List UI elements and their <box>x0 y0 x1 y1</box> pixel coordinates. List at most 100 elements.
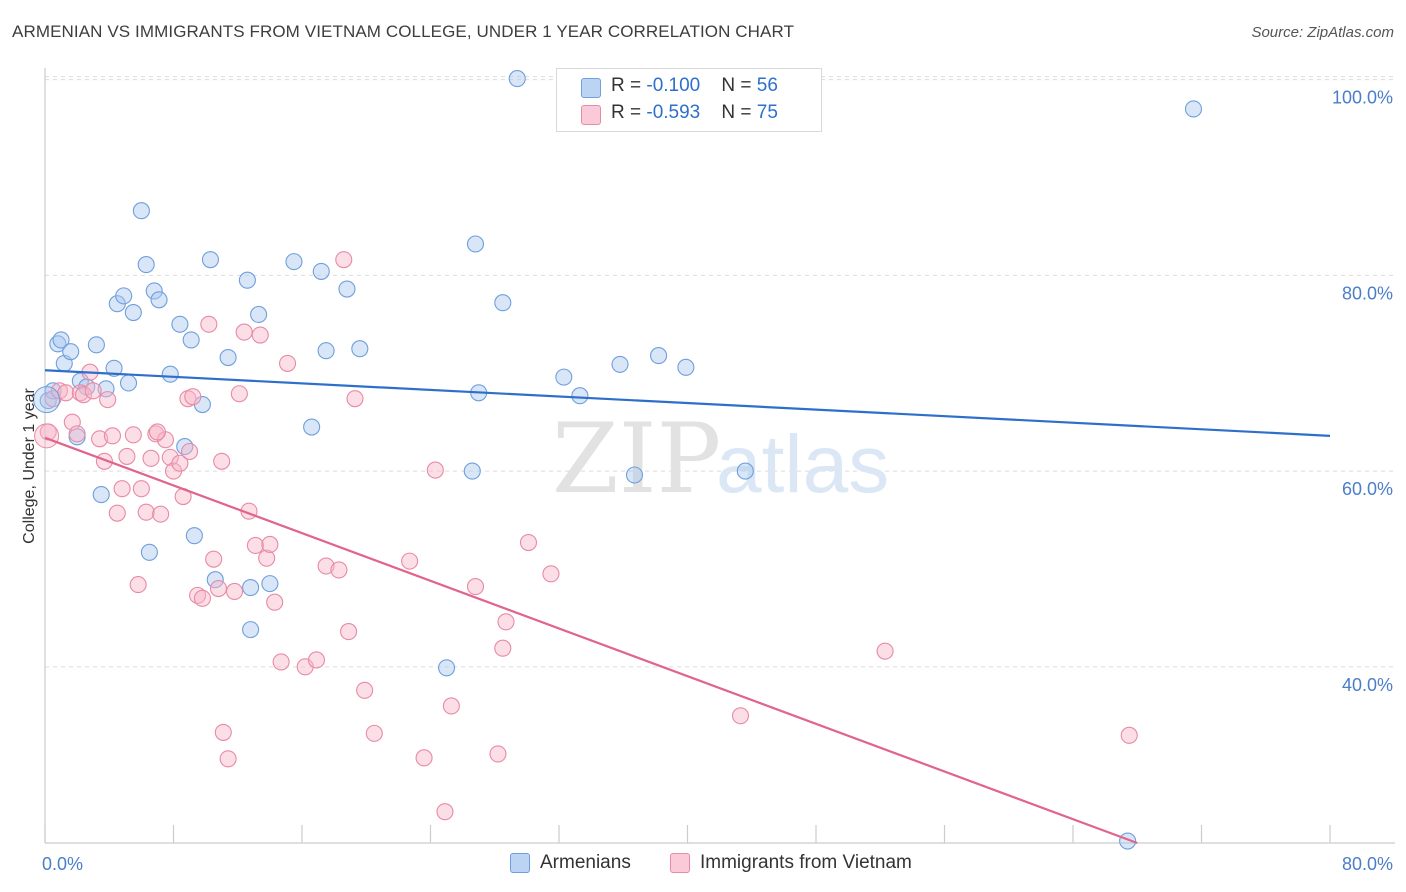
data-point <box>113 480 131 498</box>
gridlines <box>45 76 1395 668</box>
data-point <box>317 342 335 360</box>
data-point <box>338 280 356 298</box>
data-point <box>119 374 138 392</box>
data-point <box>235 323 253 341</box>
data-point <box>258 549 276 567</box>
data-point <box>161 365 179 383</box>
data-point <box>285 253 303 271</box>
data-point <box>213 452 231 470</box>
data-point <box>250 305 268 324</box>
data-point <box>426 461 444 479</box>
data-point <box>346 390 364 408</box>
data-point <box>181 442 199 461</box>
data-point <box>152 505 170 523</box>
data-point <box>193 589 211 607</box>
data-point <box>115 287 133 305</box>
data-point <box>75 386 93 404</box>
data-point <box>272 653 290 671</box>
data-point <box>200 315 218 333</box>
data-point <box>142 449 160 467</box>
watermark: ZIP atlas <box>552 403 889 515</box>
data-point <box>219 750 237 768</box>
data-point <box>303 418 321 436</box>
data-points <box>33 70 1203 850</box>
bottom-swatch-armenians <box>510 853 530 873</box>
data-point <box>731 707 750 725</box>
data-point <box>209 579 228 598</box>
data-point <box>124 426 142 444</box>
data-point <box>118 447 136 465</box>
data-point <box>519 533 538 552</box>
data-point <box>242 578 260 597</box>
data-point <box>736 462 754 480</box>
data-point <box>62 343 80 361</box>
legend-n-label: N = <box>721 75 757 96</box>
data-point <box>401 552 419 570</box>
data-point <box>145 282 163 300</box>
series-1 <box>39 251 1138 821</box>
data-point <box>87 336 105 354</box>
data-point <box>463 462 481 480</box>
data-point <box>246 536 264 555</box>
tick-labels: 40.0% 60.0% 80.0% 100.0% 0.0% 80.0% <box>42 88 1393 874</box>
data-point <box>184 388 202 406</box>
legend-swatch-armenians <box>581 78 601 98</box>
legend-r-value: -0.100 <box>646 75 701 96</box>
x-tick-label: 0.0% <box>42 854 83 874</box>
data-point <box>140 543 158 561</box>
data-point <box>176 438 194 456</box>
data-point <box>214 723 232 741</box>
legend-n-value: 75 <box>756 102 778 123</box>
data-point <box>489 745 507 763</box>
data-point <box>335 251 353 269</box>
data-point <box>466 235 485 253</box>
data-point <box>238 271 256 289</box>
data-point <box>206 571 224 589</box>
series-0 <box>39 70 1203 850</box>
data-point <box>185 527 203 545</box>
data-point <box>225 582 244 601</box>
y-tick-label: 60.0% <box>1342 479 1393 499</box>
data-point <box>351 340 369 358</box>
data-point <box>261 575 279 593</box>
data-point <box>242 621 260 639</box>
trend-line-0 <box>44 369 1331 437</box>
watermark-atlas: atlas <box>716 419 889 510</box>
x-tick-label: 80.0% <box>1342 854 1393 874</box>
data-point <box>84 382 102 400</box>
data-point <box>317 557 335 575</box>
data-point <box>171 454 189 472</box>
axes <box>44 68 1395 844</box>
data-point <box>261 535 279 554</box>
data-point <box>34 423 60 449</box>
data-point <box>33 386 61 414</box>
data-point <box>611 355 629 373</box>
data-point <box>650 347 668 365</box>
data-point <box>97 380 115 398</box>
data-point <box>132 480 150 498</box>
data-point <box>99 391 117 409</box>
data-point <box>677 358 695 376</box>
data-point <box>205 550 223 568</box>
data-point <box>201 251 219 269</box>
trend-line-1 <box>44 436 1138 845</box>
data-point <box>91 430 109 448</box>
data-point <box>442 697 460 715</box>
legend-swatch-vietnam <box>581 105 601 125</box>
data-point <box>103 427 122 445</box>
legend-n-label: N = <box>721 102 757 123</box>
data-point <box>307 651 326 669</box>
data-point <box>497 613 515 631</box>
data-point <box>356 681 374 699</box>
data-point <box>494 294 512 312</box>
data-point <box>92 486 110 504</box>
data-point <box>189 586 207 604</box>
data-point <box>148 423 166 441</box>
data-point <box>466 578 485 596</box>
data-point <box>278 354 297 372</box>
trend-lines <box>44 369 1331 845</box>
data-point <box>132 202 150 220</box>
y-axis-label: College, Under 1 year <box>21 388 38 544</box>
data-point <box>105 359 123 377</box>
